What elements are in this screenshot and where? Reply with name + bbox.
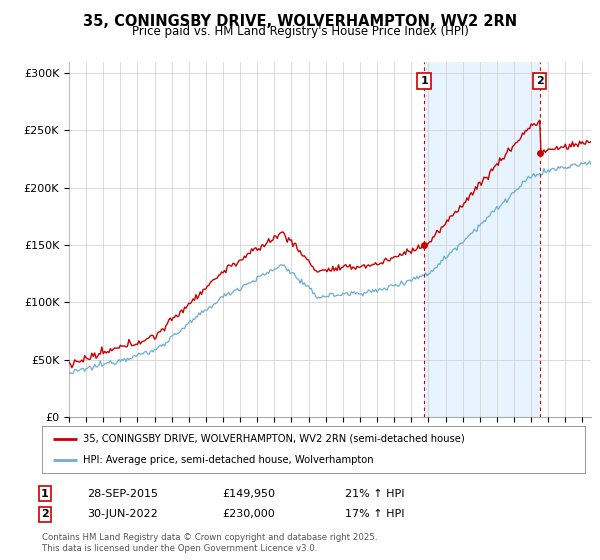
Text: 30-JUN-2022: 30-JUN-2022 <box>87 509 158 519</box>
Text: 2: 2 <box>41 509 49 519</box>
Text: 1: 1 <box>420 76 428 86</box>
Text: Contains HM Land Registry data © Crown copyright and database right 2025.
This d: Contains HM Land Registry data © Crown c… <box>42 533 377 553</box>
Bar <box>424 62 539 417</box>
Text: £230,000: £230,000 <box>222 509 275 519</box>
Text: 2: 2 <box>536 76 544 86</box>
Text: 1: 1 <box>41 489 49 499</box>
Text: 35, CONINGSBY DRIVE, WOLVERHAMPTON, WV2 2RN (semi-detached house): 35, CONINGSBY DRIVE, WOLVERHAMPTON, WV2 … <box>83 434 464 444</box>
Text: 28-SEP-2015: 28-SEP-2015 <box>87 489 158 499</box>
Text: 21% ↑ HPI: 21% ↑ HPI <box>345 489 404 499</box>
Text: HPI: Average price, semi-detached house, Wolverhampton: HPI: Average price, semi-detached house,… <box>83 455 373 465</box>
Text: 17% ↑ HPI: 17% ↑ HPI <box>345 509 404 519</box>
Text: 35, CONINGSBY DRIVE, WOLVERHAMPTON, WV2 2RN: 35, CONINGSBY DRIVE, WOLVERHAMPTON, WV2 … <box>83 14 517 29</box>
Text: £149,950: £149,950 <box>222 489 275 499</box>
Text: Price paid vs. HM Land Registry's House Price Index (HPI): Price paid vs. HM Land Registry's House … <box>131 25 469 38</box>
